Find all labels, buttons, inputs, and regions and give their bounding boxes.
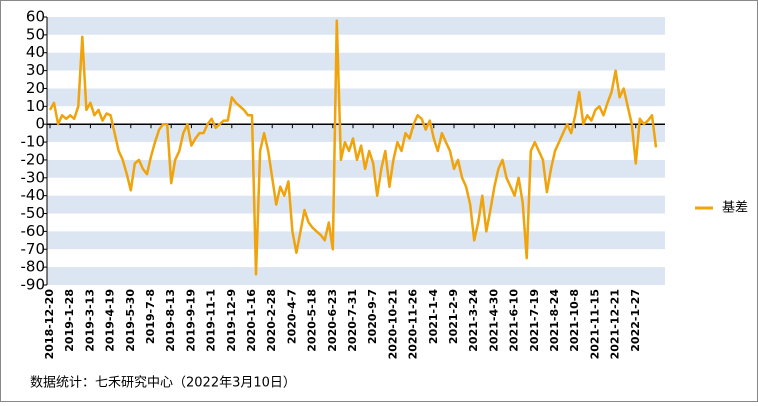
y-tick-label: 10 [26,97,45,115]
grid-band [47,106,665,125]
x-tick-label: 2020-10-21 [386,289,399,359]
x-tick-label: 2018-12-20 [43,289,56,360]
x-tick-label: 2022-1-27 [629,289,642,352]
x-tick-label: 2019-12-9 [225,289,238,352]
x-tick-label: 2019-11-1 [205,289,218,352]
x-tick-label: 2021-7-19 [528,289,541,352]
y-tick-label: -60 [21,222,46,240]
x-tick-label: 2021-11-15 [588,289,601,359]
source-note: 数据统计：七禾研究中心（2022年3月10日） [30,376,296,391]
y-tick-label: -90 [21,276,46,294]
x-tick-label: 2019-1-28 [63,289,76,352]
x-tick-label: 2019-7-8 [144,289,157,344]
grid-band [47,88,665,107]
x-tick-label: 2020-9-7 [366,289,379,344]
y-tick-label: -70 [21,240,46,258]
x-tick-label: 2020-5-18 [306,289,319,352]
grid-band [47,159,665,178]
y-tick-label: 40 [26,43,45,61]
y-tick-label: -80 [21,258,46,276]
x-tick-label: 2020-2-28 [265,289,278,352]
x-tick-label: 2019-4-19 [104,289,117,352]
y-tick-label: -20 [21,150,46,168]
x-tick-label: 2020-11-26 [407,289,420,360]
x-tick-label: 2021-8-24 [548,289,561,352]
y-tick-label: -10 [21,133,46,151]
y-tick-label: 30 [26,61,45,79]
y-tick-label: 50 [26,25,45,43]
grid-band [47,124,665,143]
x-tick-label: 2021-3-24 [467,289,480,352]
grid-band [47,249,665,268]
line-series [48,19,658,276]
grid-band [47,52,665,71]
y-tick-label: -50 [21,204,46,222]
x-tick-label: 2020-7-31 [346,289,359,352]
x-tick-label: 2021-10-8 [568,289,581,352]
grid-band [47,17,665,35]
x-tick-label: 2021-12-21 [609,289,622,359]
y-tick-label: 60 [26,8,45,26]
x-tick-label: 2020-6-23 [326,289,339,352]
x-tick-label: 2020-1-16 [245,289,258,352]
grid-band [47,70,665,89]
x-tick-label: 2021-6-10 [508,289,521,352]
y-tick-label: -30 [21,168,46,186]
x-tick-label: 2021-2-9 [447,289,460,344]
grid-band [47,267,665,285]
x-tick-label: 2019-8-13 [164,289,177,352]
x-tick-label: 2019-5-30 [124,289,137,352]
x-tick-label: 2019-9-19 [184,289,197,352]
x-tick-label: 2021-1-4 [427,289,440,344]
grid-band [47,34,665,53]
grid-band [47,213,665,232]
legend-label: 基差 [722,201,748,216]
grid-band [47,177,665,196]
y-tick-label: -40 [21,186,46,204]
x-tick-label: 2019-3-13 [83,289,96,352]
grid-band [47,231,665,250]
y-tick-label: 0 [35,115,45,133]
grid-band [47,195,665,214]
x-tick-label: 2020-4-7 [285,289,298,344]
y-tick-label: 20 [26,79,45,97]
x-tick-label: 2021-4-30 [487,289,500,352]
